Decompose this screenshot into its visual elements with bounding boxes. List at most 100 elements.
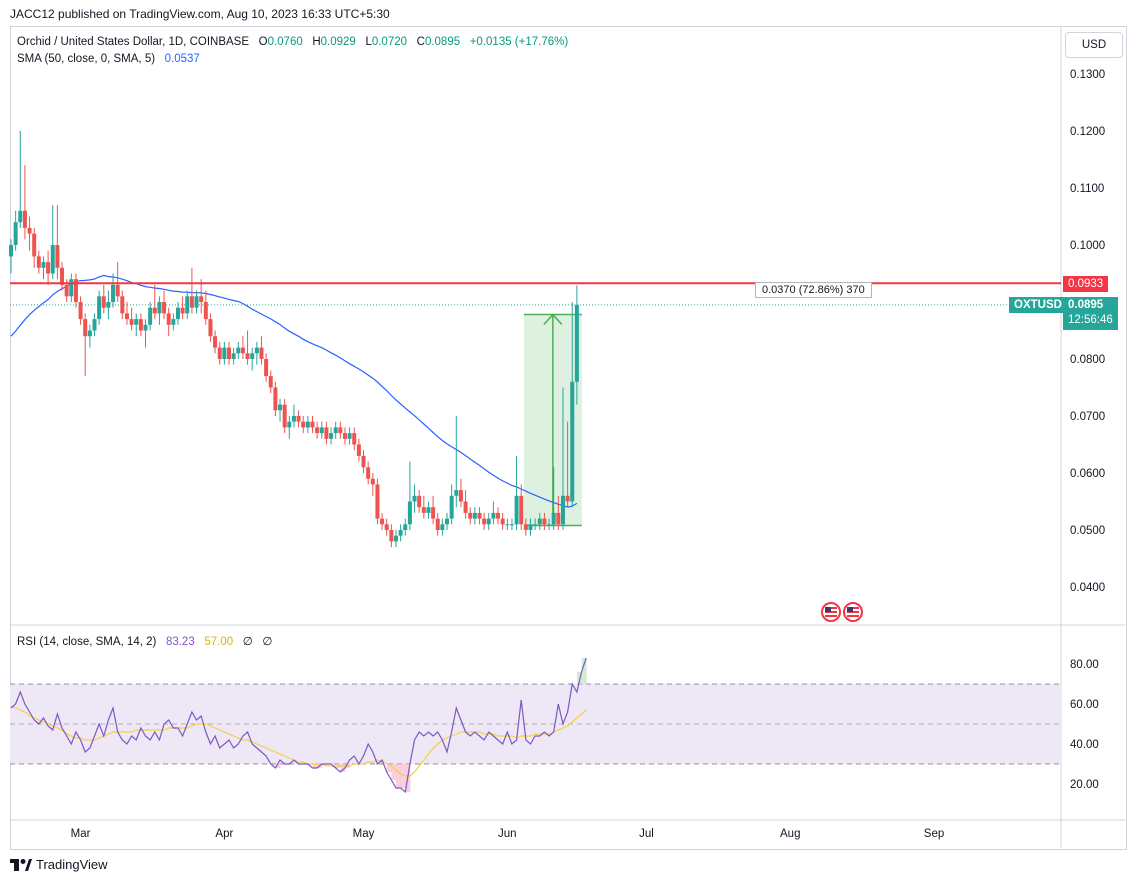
rsi-axis-tick: 20.00: [1070, 779, 1099, 791]
us-flag-event-icon[interactable]: [821, 602, 841, 622]
candle: [315, 421, 320, 439]
candle-body: [73, 279, 78, 302]
currency-button[interactable]: USD: [1065, 32, 1123, 58]
candle: [60, 262, 65, 291]
last-price-value: 0.0895: [1068, 299, 1104, 311]
candle: [124, 302, 129, 325]
measure-arrow-head: [543, 313, 563, 326]
candle: [505, 518, 510, 530]
candle-body: [463, 501, 468, 513]
sma-label[interactable]: SMA (50, close, 0, SMA, 5): [17, 53, 156, 65]
candle: [162, 290, 167, 320]
candle-body: [148, 307, 153, 325]
candle-body: [556, 512, 561, 525]
candle-body: [245, 353, 250, 359]
candle: [189, 267, 194, 314]
tradingview-brand: TradingView: [36, 857, 108, 872]
candle-body: [319, 427, 324, 434]
candle: [445, 512, 450, 530]
candle-body: [254, 347, 259, 354]
candle: [287, 416, 292, 439]
candle: [180, 296, 185, 320]
rsi-label[interactable]: RSI (14, close, SMA, 14, 2): [17, 636, 157, 648]
candle: [342, 427, 347, 445]
candle-body: [69, 279, 74, 297]
candle-body: [500, 518, 505, 525]
symbol-title[interactable]: Orchid / United States Dollar, 1D, COINB…: [17, 36, 250, 48]
candle: [356, 438, 361, 462]
tradingview-logo[interactable]: TradingView: [10, 857, 108, 872]
low-value: 0.0720: [371, 36, 408, 48]
candle-body: [380, 518, 385, 525]
candle: [268, 370, 273, 394]
candle: [421, 495, 426, 519]
candle-body: [417, 495, 422, 508]
candle-body: [120, 296, 125, 314]
candle: [69, 273, 74, 302]
candle-body: [162, 302, 167, 314]
candle: [41, 256, 46, 280]
symbol-legend: Orchid / United States Dollar, 1D, COINB…: [17, 36, 568, 48]
candle: [245, 330, 250, 365]
candle-body: [9, 245, 13, 257]
us-flag-event-icon[interactable]: [843, 602, 863, 622]
candle-body: [291, 416, 296, 422]
candle: [32, 227, 37, 268]
candle: [9, 239, 13, 274]
candle: [310, 416, 315, 434]
candle-body: [468, 512, 473, 519]
candle-body: [458, 490, 463, 502]
rsi-line: [10, 657, 587, 794]
candle: [208, 313, 213, 342]
candle-body: [180, 307, 185, 314]
candle: [175, 302, 180, 325]
candle-body: [542, 518, 547, 525]
price-axis-tick: 0.1100: [1070, 183, 1104, 195]
candle: [491, 501, 496, 525]
candle: [398, 524, 403, 542]
candle-body: [421, 507, 426, 513]
rsi-extra-2: ∅: [262, 636, 273, 648]
candle: [403, 518, 408, 536]
open-value: 0.0760: [267, 36, 303, 48]
candle: [500, 512, 505, 530]
candle-body: [356, 444, 361, 456]
candle-body: [199, 296, 204, 302]
candle-body: [41, 262, 46, 268]
candle: [565, 421, 570, 508]
candle-body: [124, 313, 129, 320]
rsi-extra-1: ∅: [242, 636, 253, 648]
candle: [97, 290, 102, 325]
candle-body: [338, 427, 343, 434]
candle-body: [486, 518, 491, 525]
price-axis-tick: 0.0700: [1070, 411, 1105, 423]
candle-body: [129, 319, 134, 325]
candle-body: [431, 507, 436, 519]
candle-body: [519, 495, 524, 525]
candle: [542, 512, 547, 530]
candle-body: [305, 421, 310, 428]
rsi-oversold-fill: [386, 764, 392, 772]
candle-body: [92, 319, 97, 331]
candle-body: [412, 495, 417, 502]
candle: [560, 387, 565, 530]
candle: [22, 165, 27, 240]
candle-body: [333, 427, 338, 434]
candle-body: [115, 284, 120, 297]
candle: [347, 427, 352, 445]
price-axis-tick: 0.0600: [1070, 468, 1105, 480]
candle-body: [50, 245, 55, 274]
close-value: 0.0895: [424, 36, 461, 48]
price-axis-tick: 0.1200: [1070, 126, 1105, 138]
rsi-overbought-fill: [576, 672, 583, 684]
time-axis-label: Sep: [924, 828, 944, 840]
candle: [231, 347, 236, 365]
time-axis-label: Jul: [639, 828, 654, 840]
candle: [250, 347, 255, 371]
candle-body: [574, 304, 579, 382]
candle-body: [18, 210, 23, 223]
candle-body: [46, 262, 51, 274]
low-label: L: [365, 36, 372, 48]
candle-body: [565, 495, 570, 502]
